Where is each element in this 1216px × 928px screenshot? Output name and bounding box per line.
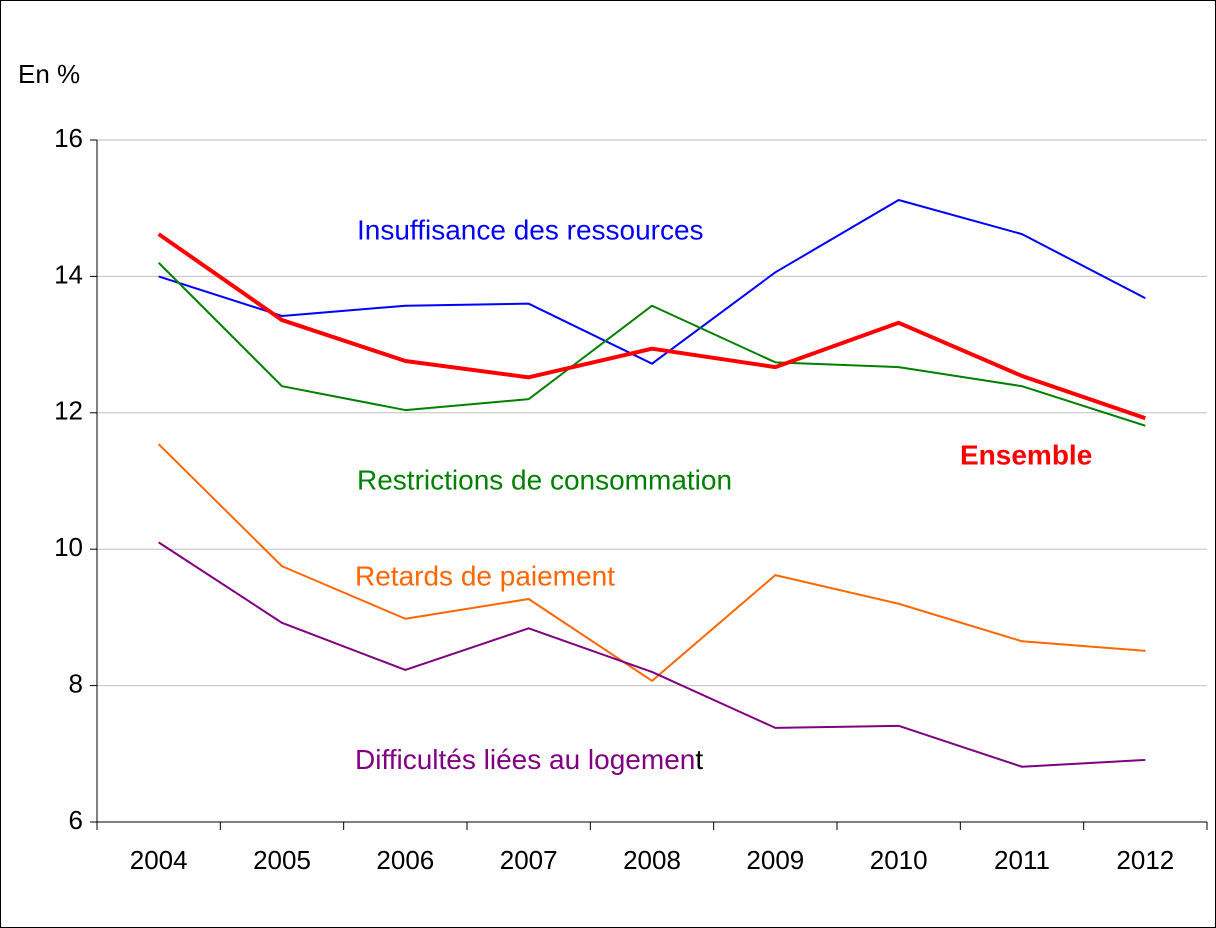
series-line [158, 199, 1146, 365]
series-label: Restrictions de consommation [357, 464, 732, 495]
x-tick-label: 2005 [253, 845, 311, 875]
series-line [157, 443, 1146, 682]
series-line [157, 232, 1146, 421]
x-tick-label: 2010 [870, 845, 928, 875]
x-tick-label: 2004 [130, 845, 188, 875]
y-axis-label: En % [18, 59, 80, 89]
series-line [157, 262, 1146, 427]
series-label: Insuffisance des ressources [357, 214, 704, 245]
x-tick-label: 2011 [994, 845, 1050, 875]
series-label: Ensemble [960, 439, 1092, 470]
series-line [158, 541, 1146, 768]
x-tick-label: 2009 [746, 845, 804, 875]
x-tick-label: 2006 [376, 845, 434, 875]
y-tick-label: 8 [69, 668, 83, 698]
y-tick-label: 10 [54, 532, 83, 562]
y-tick-label: 6 [69, 805, 83, 835]
series-label: Retards de paiement [355, 560, 615, 591]
y-tick-label: 16 [54, 123, 83, 153]
x-tick-label: 2007 [500, 845, 558, 875]
x-tick-label: 2012 [1116, 845, 1174, 875]
y-tick-label: 14 [54, 259, 83, 289]
x-tick-label: 2008 [623, 845, 681, 875]
series-label: Difficultés liées au logement [355, 744, 703, 775]
y-tick-label: 12 [54, 396, 83, 426]
